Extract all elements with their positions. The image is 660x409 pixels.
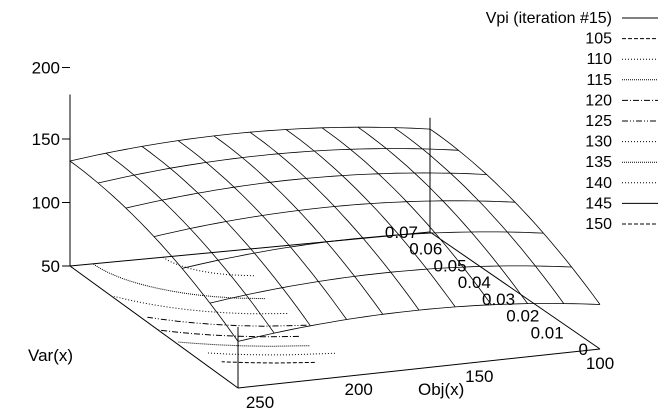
x-axis-label: Obj(x) — [418, 380, 464, 399]
contour-line-110 — [206, 352, 335, 356]
contour-line-135 — [92, 263, 265, 300]
y-tick-label: 0 — [579, 340, 588, 359]
z-tick-label: 100 — [32, 194, 60, 213]
base-edge-left — [69, 265, 239, 389]
mesh-line-x-3 — [321, 127, 492, 306]
legend-label: 140 — [585, 175, 612, 192]
mesh-line-x-0 — [429, 128, 601, 305]
legend-label: 130 — [585, 134, 612, 151]
mesh-line-x-1 — [393, 127, 565, 304]
mesh-line-x-8 — [141, 146, 311, 327]
legend-label: Vpi (iteration #15) — [486, 10, 612, 27]
x-tick-label: 200 — [345, 380, 373, 399]
legend-label: 145 — [585, 195, 612, 212]
legend-label: 105 — [585, 31, 612, 48]
base-edge-right — [429, 231, 601, 350]
y-tick-label: 0.02 — [506, 307, 539, 326]
legend-label: 120 — [585, 92, 612, 109]
x-tick-label: 100 — [586, 354, 614, 373]
base-plane — [69, 231, 601, 389]
y-tick-label: 0.03 — [482, 290, 515, 309]
legend-label: 115 — [586, 72, 612, 89]
contour-lines — [92, 256, 335, 364]
legend-label: 135 — [585, 154, 612, 171]
base-edge-front — [237, 348, 601, 389]
contour-line-125 — [147, 316, 307, 327]
y-tick-label: 0.05 — [434, 256, 467, 275]
legend-label: 110 — [586, 51, 612, 68]
y-axis-label: Var(x) — [28, 346, 73, 365]
x-tick-label: 250 — [246, 393, 274, 409]
surface-mesh — [69, 126, 601, 342]
mesh-line-x-2 — [357, 126, 528, 304]
x-tick-label: 150 — [465, 367, 493, 386]
contour-line-115 — [177, 341, 310, 347]
z-tick-label: 150 — [32, 130, 60, 149]
mesh-line-x-5 — [249, 131, 420, 311]
mesh-line-y-1 — [209, 265, 572, 304]
legend-label: 125 — [585, 113, 612, 130]
z-tick-label: 200 — [32, 59, 60, 78]
z-tick-label: 50 — [41, 257, 60, 276]
contour-line-120 — [158, 329, 299, 338]
y-tick-label: 0.04 — [458, 273, 491, 292]
contour-line-105 — [221, 361, 315, 364]
mesh-line-x-10 — [69, 160, 239, 342]
tick-labels: 50 100 150 200 0 0.010.020.030.040.050.060.07… — [32, 59, 615, 409]
y-tick-label: 0.01 — [531, 323, 564, 342]
mesh-line-x-6 — [213, 135, 384, 315]
mesh-line-x-9 — [105, 152, 275, 334]
legend-label: 150 — [585, 216, 612, 233]
mesh-line-x-4 — [285, 129, 456, 308]
base-edge-back — [69, 231, 431, 267]
y-tick-label: 0.06 — [409, 240, 442, 259]
vertical-axes — [69, 94, 431, 388]
contour-line-140 — [162, 256, 254, 277]
y-tick-label: 0.07 — [385, 223, 418, 242]
mesh-line-x-7 — [177, 140, 347, 320]
legend: Vpi (iteration #15) 105 110 115 120 125 130 135… — [486, 10, 658, 233]
contour-line-130 — [113, 295, 288, 315]
